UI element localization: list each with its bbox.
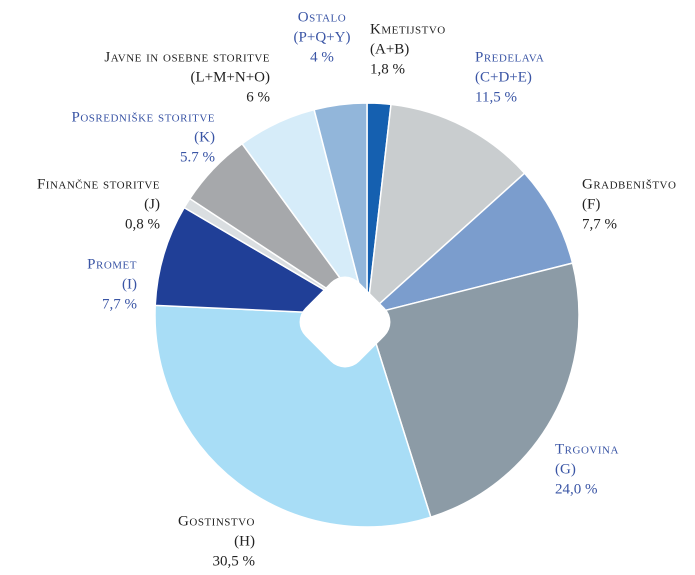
code-label: (A+B): [370, 41, 409, 57]
code-label: (J): [144, 196, 160, 212]
pie-slice: [154, 304, 432, 528]
code-label: (I): [122, 276, 137, 292]
value-label: 0,8 %: [125, 216, 160, 232]
category-label: Posredniške storitve: [71, 109, 215, 125]
category-label: Kmetijstvo: [370, 21, 446, 37]
value-label: 4 %: [310, 49, 334, 65]
code-label: (K): [194, 129, 215, 145]
value-label: 7,7 %: [582, 216, 617, 232]
value-label: 24,0 %: [555, 481, 598, 497]
code-label: (P+Q+Y): [294, 29, 351, 45]
pie-slice: [154, 206, 368, 316]
code-label: (L+M+N+O): [190, 69, 270, 85]
value-label: 11,5 %: [475, 89, 517, 105]
value-label: 1,8 %: [370, 61, 405, 77]
category-label: Gostinstvo: [178, 513, 255, 529]
value-label: 30,5 %: [213, 553, 256, 569]
code-label: (H): [234, 533, 255, 549]
category-label: Gradbeništvo: [582, 176, 676, 192]
value-label: 6 %: [246, 89, 270, 105]
code-label: (F): [582, 196, 600, 212]
code-label: (C+D+E): [475, 69, 532, 85]
pie-slice: [366, 103, 526, 317]
code-label: (G): [555, 461, 576, 477]
pie-slice: [366, 172, 574, 316]
category-label: Ostalo: [298, 9, 346, 25]
category-label: Trgovina: [555, 441, 619, 457]
category-label: Finančne storitve: [37, 176, 160, 192]
center-hole: [299, 276, 391, 368]
category-label: Promet: [87, 256, 137, 272]
pie-slice: [366, 262, 580, 519]
value-label: 5.7 %: [180, 149, 215, 165]
pie-slice: [313, 102, 368, 316]
category-label: Predelava: [475, 49, 544, 65]
value-label: 7,7 %: [102, 296, 137, 312]
category-label: Javne in osebne storitve: [104, 49, 270, 65]
